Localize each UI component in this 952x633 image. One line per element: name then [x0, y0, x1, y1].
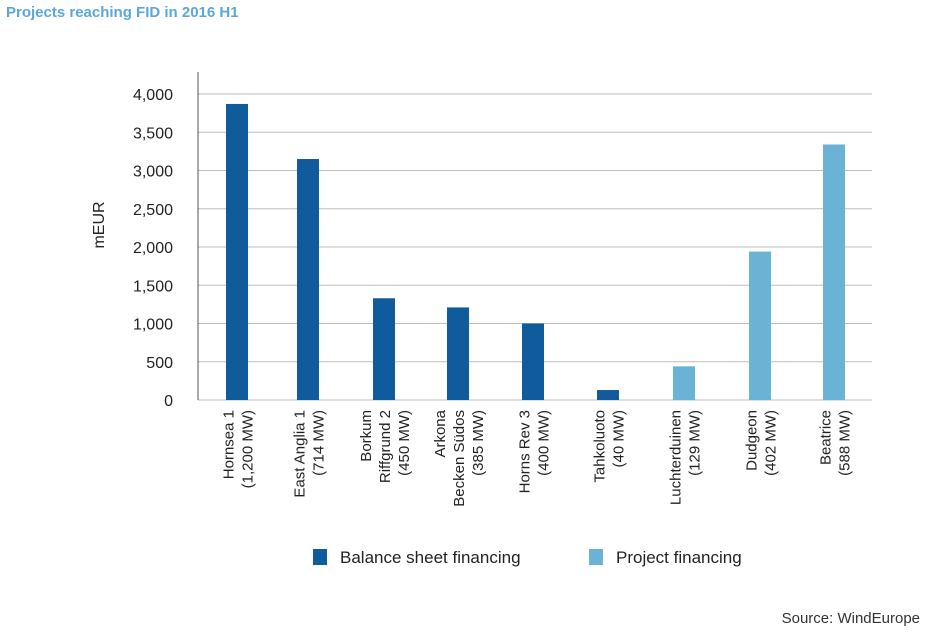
- bar: [373, 298, 395, 400]
- page-title: Projects reaching FID in 2016 H1: [6, 4, 239, 21]
- category-label: (129 MW): [687, 410, 704, 476]
- legend-label: Balance sheet financing: [340, 548, 521, 567]
- category-label: (1,200 MW): [240, 410, 257, 488]
- y-axis-label: mEUR: [91, 201, 108, 248]
- category-label: Arkona: [432, 409, 449, 457]
- category-label: (400 MW): [536, 410, 553, 476]
- category-label: (714 MW): [311, 410, 328, 476]
- legend-swatch: [589, 549, 603, 565]
- category-label: East Anglia 1: [292, 410, 309, 498]
- bar: [749, 251, 771, 400]
- y-tick-label: 0: [164, 393, 173, 410]
- bar: [673, 366, 695, 400]
- category-label: Riffgrund 2: [377, 410, 394, 483]
- y-tick-label: 1,000: [133, 317, 173, 334]
- bar: [522, 323, 544, 400]
- y-tick-labels: 0 500 1,000 1,500 2,000 2,500 3,000 3,500 4,000: [133, 87, 173, 410]
- y-tick-label: 500: [146, 355, 173, 372]
- bars: [226, 103, 845, 400]
- bar: [297, 159, 319, 400]
- category-label: (40 MW): [611, 410, 628, 468]
- y-tick-label: 2,500: [133, 202, 173, 219]
- category-labels: Hornsea 1 (1,200 MW) East Anglia 1 (714 MW)…: [221, 409, 854, 506]
- category-label: (450 MW): [396, 410, 413, 476]
- category-label: (588 MW): [837, 410, 854, 476]
- category-label: Beatrice: [818, 410, 835, 465]
- y-tick-label: 3,500: [133, 125, 173, 142]
- category-label: Luchterduinen: [668, 410, 685, 505]
- category-label: Dudgeon: [744, 410, 761, 471]
- legend-label: Project financing: [616, 548, 742, 567]
- category-label: (402 MW): [763, 410, 780, 476]
- category-label: Hornsea 1: [221, 410, 238, 479]
- bar: [226, 103, 248, 400]
- category-label: (385 MW): [470, 410, 487, 476]
- category-label: Horns Rev 3: [517, 410, 534, 493]
- legend: Balance sheet financing Project financing: [313, 548, 742, 567]
- y-tick-label: 4,000: [133, 87, 173, 104]
- y-tick-label: 1,500: [133, 278, 173, 295]
- legend-swatch: [313, 549, 327, 565]
- category-label: Tahkoluoto: [592, 410, 609, 483]
- category-label: Becken Südos: [451, 410, 468, 507]
- y-tick-label: 2,000: [133, 240, 173, 257]
- bar: [447, 307, 469, 400]
- y-tick-label: 3,000: [133, 164, 173, 181]
- bar: [597, 390, 619, 400]
- bar: [823, 144, 845, 400]
- category-label: Borkum: [358, 410, 375, 462]
- source-note: Source: WindEurope: [781, 610, 920, 627]
